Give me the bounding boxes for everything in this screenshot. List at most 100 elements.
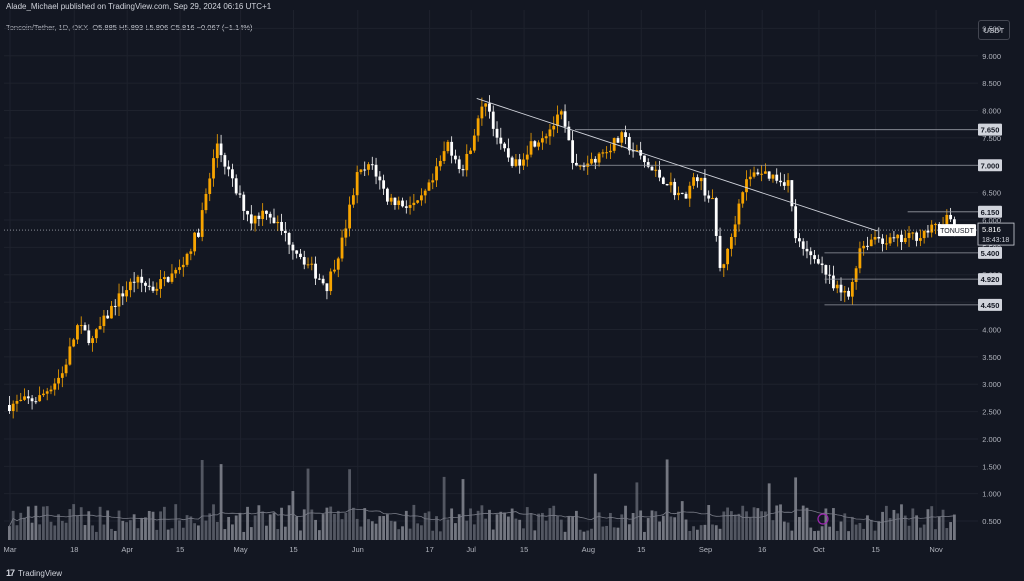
volume-bar [752,507,756,540]
candle-body [593,158,597,163]
volume-bar [506,516,510,540]
volume-bar [348,469,351,540]
level-label: 4.920 [981,275,1000,284]
candle-body [677,192,680,196]
volume-bar [480,505,484,540]
volume-bar [401,526,404,540]
volume-bar [242,531,246,540]
candle-body [49,389,53,392]
y-tick-label: 9.500 [982,24,1001,33]
volume-bar [351,507,355,540]
volume-bar [457,514,461,540]
candle-body [805,248,809,252]
volume-bar [722,511,726,540]
volume-bar [643,531,646,540]
candle-body [578,165,582,167]
volume-bar [197,525,200,540]
volume-bar [321,514,325,540]
volume-bar [798,517,801,540]
volume-bar [873,530,877,540]
open-label: O [92,23,99,32]
volume-bar [801,505,805,540]
volume-bar [204,520,208,540]
volume-bar [922,524,926,540]
volume-bar [711,524,714,540]
volume-bar [794,477,798,540]
candle-body [567,126,571,141]
candle-body [499,137,503,144]
volume-bar [900,504,903,540]
volume-bar [219,464,223,540]
y-tick-label: 6.000 [982,216,1001,225]
candle-body [915,232,918,241]
candle-body [389,197,393,202]
volume-bar [246,506,249,540]
volume-bar [854,524,858,540]
candle-body [159,279,162,289]
volume-bar [748,517,752,540]
volume-bar [162,506,166,540]
volume-bar [60,520,64,540]
volume-bar [223,529,227,540]
volume-bar [329,506,333,540]
volume-bar [843,513,847,540]
candle-body [714,198,718,236]
price-tag-countdown: 18:43:18 [982,237,1009,244]
volume-bar [283,526,287,540]
level-label: 7.650 [981,126,1000,135]
candle-body [484,103,488,107]
volume-bar [42,506,45,540]
candle-body [113,305,117,307]
volume-bar [98,506,102,540]
candle-body [121,293,125,297]
volume-bar [699,525,703,540]
volume-bar [510,508,514,540]
currency-button[interactable]: USDT [978,20,1010,40]
volume-bar [291,491,295,540]
volume-bar [514,518,518,540]
candle-body [404,206,408,208]
volume-bar [522,528,525,540]
volume-bar [858,523,862,540]
candle-body [711,198,714,200]
volume-bar [280,507,283,540]
candle-body [843,290,847,293]
volume-bar [767,483,771,540]
candle-body [726,248,729,265]
candle-body [227,166,231,170]
candle-body [397,200,401,205]
volume-bar [726,507,729,540]
candle-body [351,195,355,205]
volume-bar [45,506,49,540]
candle-body [162,277,166,280]
x-tick-label: 15 [520,545,528,554]
candle-body [816,259,820,264]
volume-bar [707,505,711,540]
x-tick-label: 15 [289,545,297,554]
volume-bar [877,521,881,540]
candle-body [76,325,79,340]
candle-body [454,155,457,160]
candle-body [684,193,688,199]
x-tick-label: 18 [70,545,78,554]
symbol-tag-box [938,224,976,237]
level-label-box [978,205,1002,218]
candle-body [612,138,616,151]
candle-body [189,251,193,254]
price-tag-box [977,222,1015,246]
volume-bar [688,530,692,540]
volume-bar [627,524,631,540]
candle-body [117,293,121,307]
volume-bar [68,509,72,540]
y-tick-label: 4.000 [982,325,1001,334]
candle-body [533,141,537,147]
volume-bar [718,528,722,540]
publisher-info: Alade_Michael published on TradingView.c… [6,2,272,11]
y-tick-label: 1.000 [982,490,1001,499]
candle-body [242,194,246,211]
candle-body [382,180,386,189]
candle-body [650,166,654,171]
y-tick-label: 9.000 [982,52,1001,61]
candle-body [945,214,949,226]
